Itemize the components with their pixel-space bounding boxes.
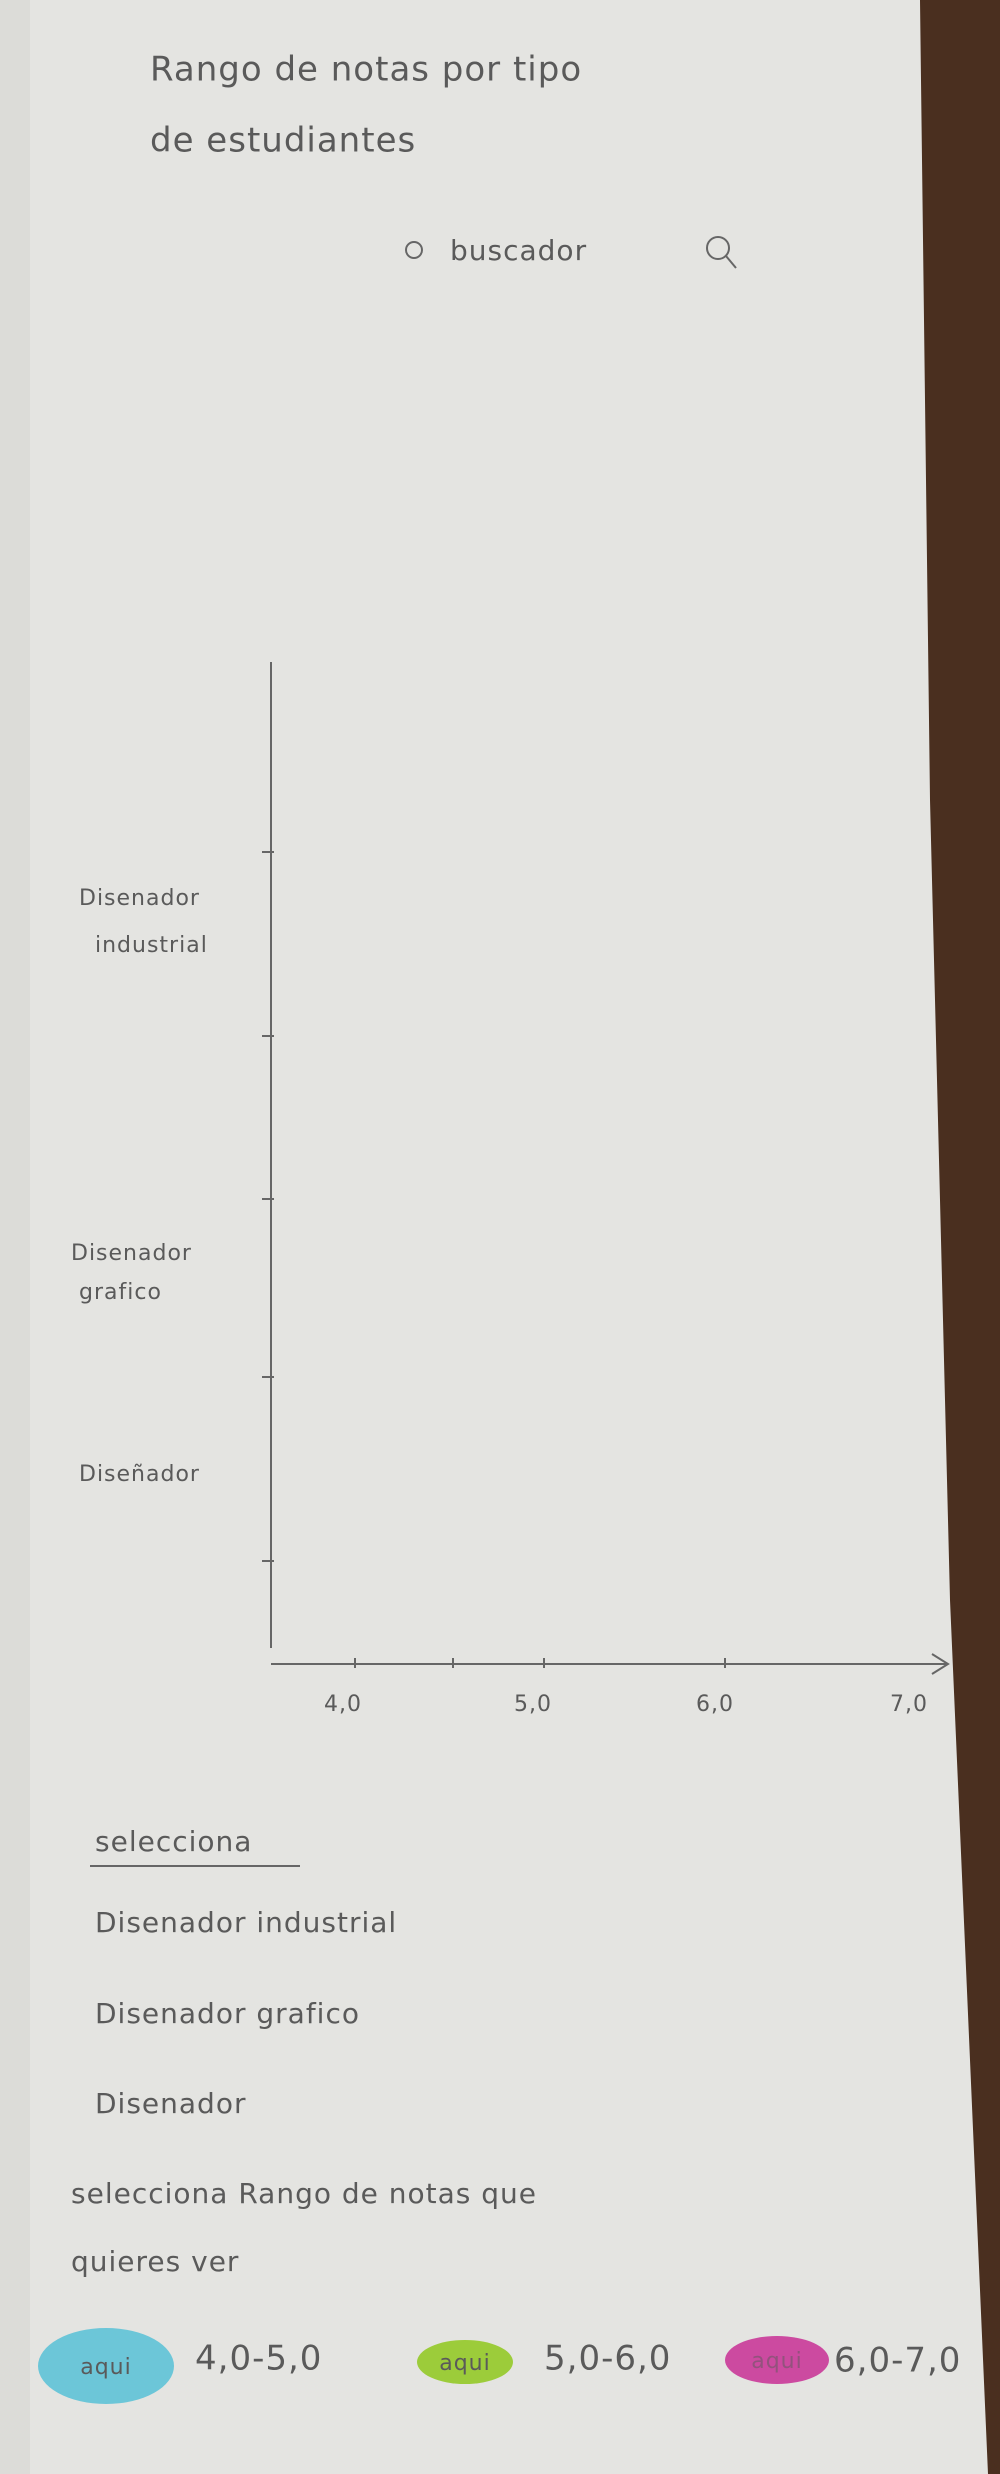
chip-text[interactable]: aqui [751,2349,803,2374]
search-dot [405,241,423,259]
range-option[interactable]: aqui 6,0-7,0 [725,2336,961,2384]
x-label: 7,0 [890,1692,928,1717]
range-option[interactable]: aqui 4,0-5,0 [38,2328,322,2404]
option[interactable]: Disenador [95,2087,246,2120]
option[interactable]: Disenador grafico [95,1997,360,2030]
y-label: Disenador [79,886,200,911]
chip[interactable] [417,2340,513,2384]
y-label: industrial [95,933,208,958]
y-label: Diseñador [79,1462,200,1487]
x-label: 6,0 [696,1692,734,1717]
x-label: 4,0 [324,1692,362,1717]
title-line: de estudiantes [150,121,416,161]
x-label: 5,0 [514,1692,552,1717]
title-line: Rango de notas por tipo [150,50,582,90]
y-label: Disenador [71,1241,192,1266]
x-axis-arrow [931,1653,950,1675]
search-icon [706,236,730,260]
chip[interactable] [38,2328,174,2404]
prompt: quieres ver [71,2245,239,2278]
range-option[interactable]: aqui 5,0-6,0 [417,2339,671,2385]
x-ticks [354,1658,726,1668]
selection-heading: selecciona [95,1825,252,1858]
prompt: selecciona Rango de notas que [71,2177,537,2210]
range-label[interactable]: 4,0-5,0 [195,2339,322,2379]
y-ticks [262,851,274,1562]
search[interactable]: buscador [405,234,737,269]
option[interactable]: Disenador industrial [95,1906,397,1939]
range-label[interactable]: 5,0-6,0 [544,2339,671,2379]
paper-edge [0,0,30,2474]
chip-text[interactable]: aqui [80,2355,132,2380]
y-label: grafico [79,1280,162,1305]
search-text[interactable]: buscador [450,234,587,267]
search-icon-handle [725,255,737,269]
chip-text[interactable]: aqui [439,2351,491,2376]
range-label[interactable]: 6,0-7,0 [834,2341,961,2381]
chip[interactable] [725,2336,829,2384]
